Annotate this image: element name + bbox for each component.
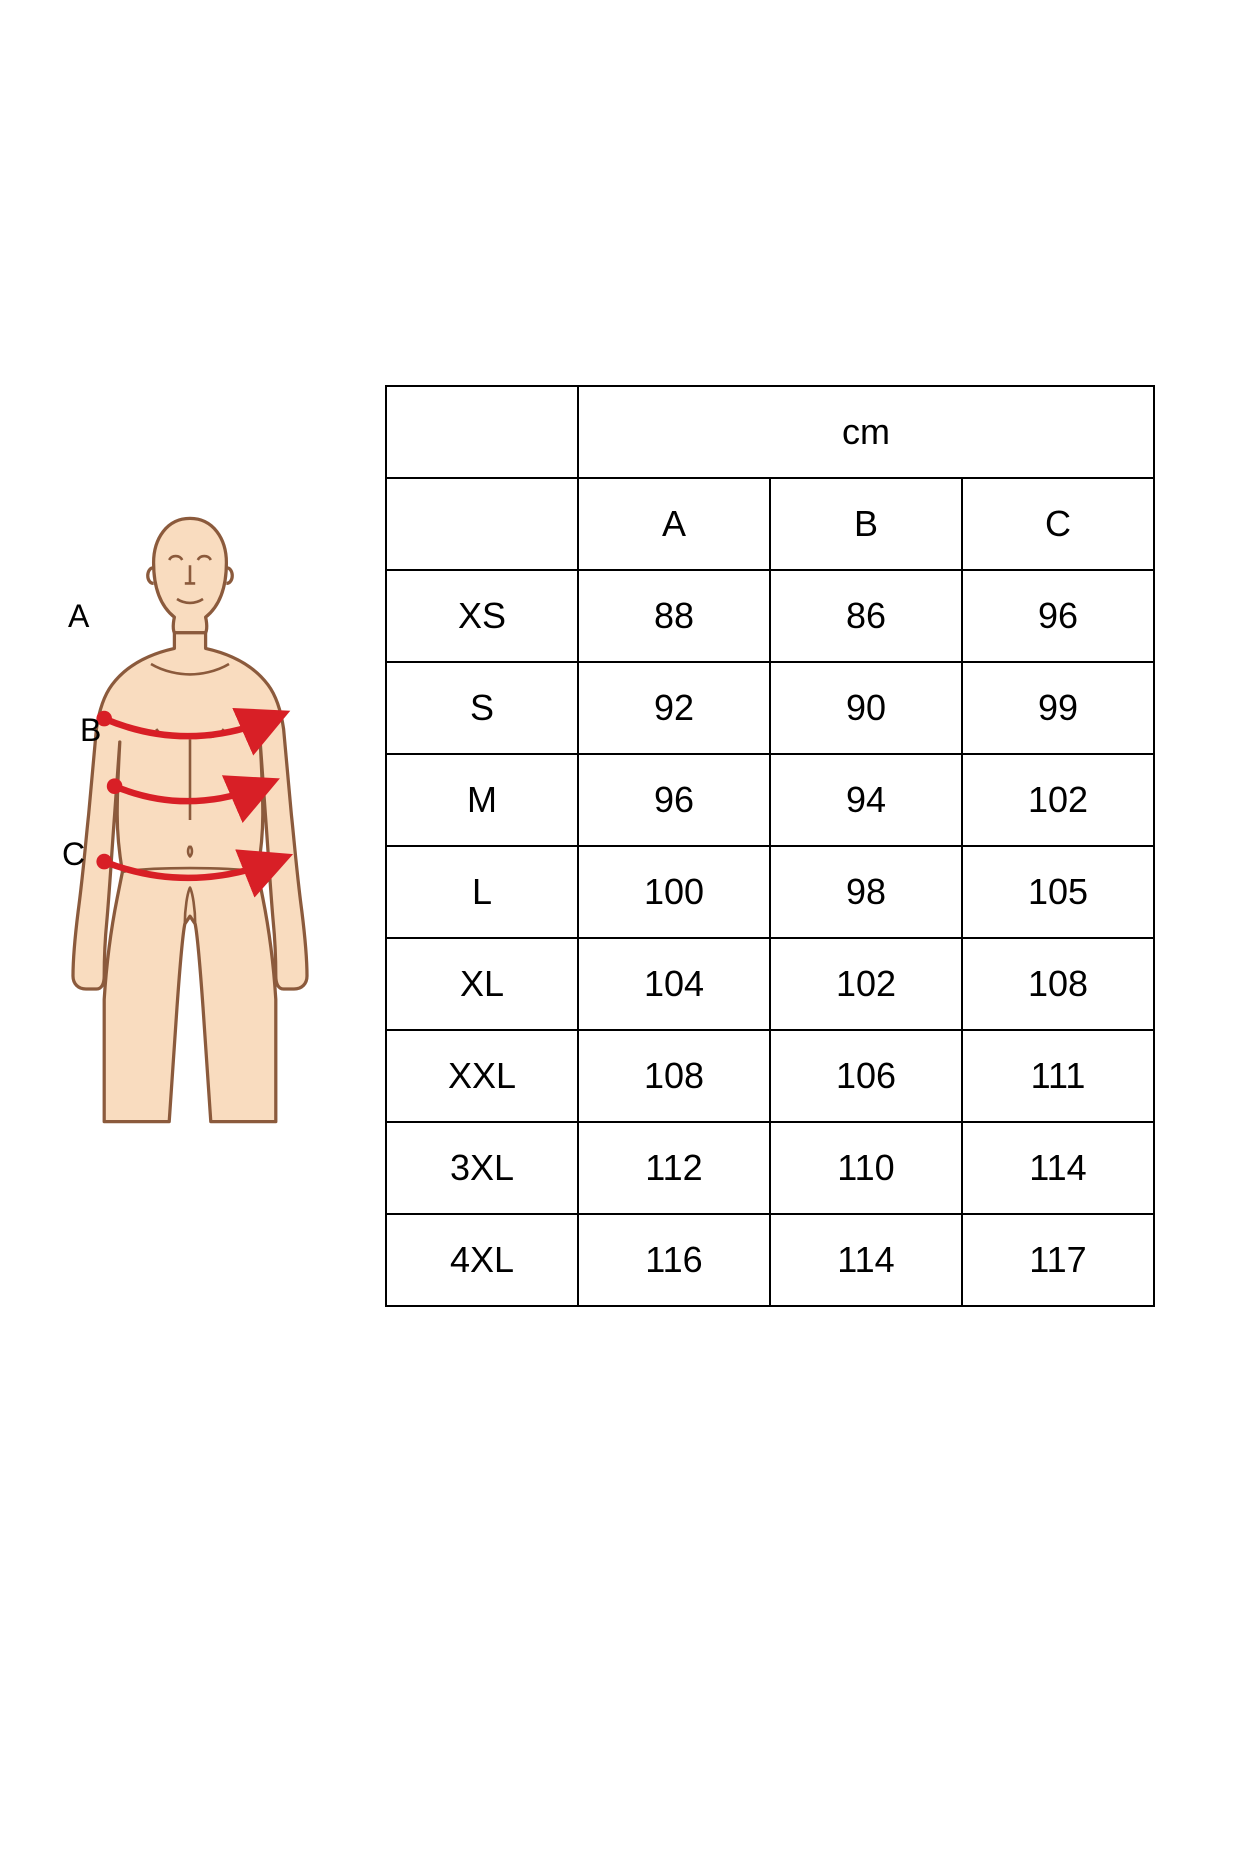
cell-c: 105	[962, 846, 1154, 938]
cell-c: 102	[962, 754, 1154, 846]
cell-size: M	[386, 754, 578, 846]
cell-c: 99	[962, 662, 1154, 754]
table-row: S 92 90 99	[386, 662, 1154, 754]
size-chart-stage: A B C cm A B C XS 88 86 96 S 92 90 99 M …	[0, 0, 1250, 1875]
cell-a: 92	[578, 662, 770, 754]
cell-c: 117	[962, 1214, 1154, 1306]
header-unit: cm	[578, 386, 1154, 478]
header-blank	[386, 386, 578, 478]
cell-a: 100	[578, 846, 770, 938]
cell-b: 110	[770, 1122, 962, 1214]
cell-c: 114	[962, 1122, 1154, 1214]
cell-b: 90	[770, 662, 962, 754]
measure-dot-c	[96, 854, 112, 870]
size-table: cm A B C XS 88 86 96 S 92 90 99 M 96 94 …	[385, 385, 1155, 1307]
cell-a: 88	[578, 570, 770, 662]
header-col-b: B	[770, 478, 962, 570]
table-row: XXL 108 106 111	[386, 1030, 1154, 1122]
header-size-blank	[386, 478, 578, 570]
header-col-a: A	[578, 478, 770, 570]
figure-label-a: A	[68, 598, 89, 635]
cell-size: XS	[386, 570, 578, 662]
table-row: 3XL 112 110 114	[386, 1122, 1154, 1214]
header-col-c: C	[962, 478, 1154, 570]
table-row: XL 104 102 108	[386, 938, 1154, 1030]
cell-b: 114	[770, 1214, 962, 1306]
cell-b: 106	[770, 1030, 962, 1122]
cell-c: 96	[962, 570, 1154, 662]
cell-a: 116	[578, 1214, 770, 1306]
cell-c: 111	[962, 1030, 1154, 1122]
cell-size: XL	[386, 938, 578, 1030]
cell-b: 102	[770, 938, 962, 1030]
table-row: XS 88 86 96	[386, 570, 1154, 662]
cell-c: 108	[962, 938, 1154, 1030]
figure-label-b: B	[80, 712, 101, 749]
cell-a: 108	[578, 1030, 770, 1122]
cell-b: 98	[770, 846, 962, 938]
body-figure-svg	[60, 500, 320, 1140]
cell-a: 96	[578, 754, 770, 846]
measure-dot-b	[107, 778, 123, 794]
body-figure	[60, 500, 320, 1140]
figure-label-c: C	[62, 836, 85, 873]
cell-size: S	[386, 662, 578, 754]
cell-a: 112	[578, 1122, 770, 1214]
cell-b: 94	[770, 754, 962, 846]
cell-size: L	[386, 846, 578, 938]
cell-size: XXL	[386, 1030, 578, 1122]
table-row: 4XL 116 114 117	[386, 1214, 1154, 1306]
table-row: M 96 94 102	[386, 754, 1154, 846]
cell-size: 4XL	[386, 1214, 578, 1306]
table-row: L 100 98 105	[386, 846, 1154, 938]
cell-size: 3XL	[386, 1122, 578, 1214]
cell-a: 104	[578, 938, 770, 1030]
cell-b: 86	[770, 570, 962, 662]
